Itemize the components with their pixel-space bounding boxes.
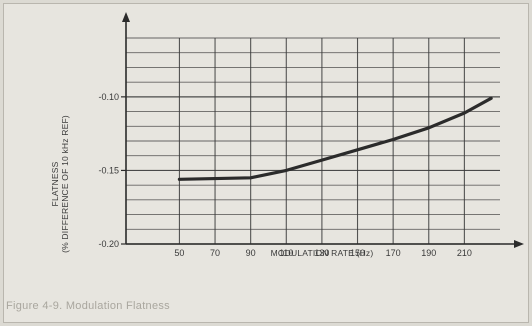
y-tick-label: -0.10 <box>98 92 119 102</box>
x-axis-arrow-icon <box>514 240 524 248</box>
flatness-curve <box>177 96 493 181</box>
x-tick-label: 190 <box>421 248 436 258</box>
y-axis-arrow-icon <box>122 12 130 22</box>
chart-series <box>177 96 493 181</box>
chart-grid <box>126 37 500 245</box>
x-tick-label: 150 <box>350 248 365 258</box>
chart-ticks: -0.10 -0.15 -0.20 50 70 90 110 130 150 170 190 210 <box>98 92 471 258</box>
y-axis-title-line-1: FLATNESS <box>50 161 60 206</box>
y-axis-title-line-2: (% DIFFERENCE OF 10 kHz REF) <box>60 115 70 253</box>
figure-caption: Figure 4-9. Modulation Flatness <box>6 300 170 312</box>
x-tick-label: 70 <box>210 248 220 258</box>
chart-axes <box>122 12 524 248</box>
x-tick-label: 110 <box>279 248 293 258</box>
x-tick-label: 90 <box>246 248 256 258</box>
y-tick-label: -0.20 <box>98 239 119 249</box>
chart-frame <box>3 3 529 323</box>
x-tick-label: 50 <box>174 248 184 258</box>
y-tick-label: -0.15 <box>98 165 119 175</box>
x-tick-label: 210 <box>457 248 472 258</box>
x-axis-title: MODULATION RATE (Hz) <box>271 248 374 258</box>
x-tick-label: 170 <box>386 248 401 258</box>
x-tick-label: 130 <box>314 248 329 258</box>
